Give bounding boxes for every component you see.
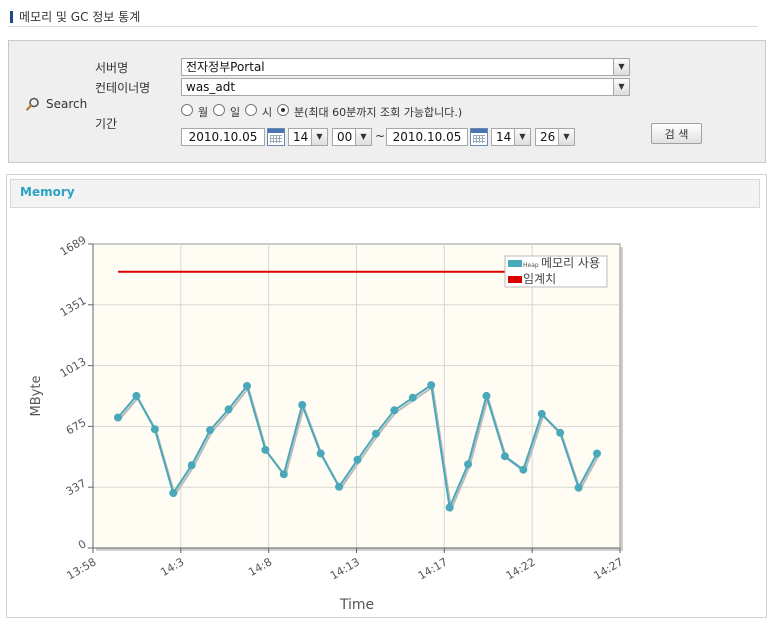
radio-month-label: 월 — [198, 106, 209, 119]
period-label: 기간 — [95, 117, 118, 131]
end-date-input[interactable]: 2010.10.05 — [386, 128, 468, 146]
end-hour-select[interactable]: 14 ▼ — [491, 128, 531, 146]
data-point — [335, 482, 344, 491]
data-point — [408, 393, 417, 402]
data-point — [242, 382, 251, 391]
server-select-value: 전자정부Portal — [186, 60, 265, 74]
start-hour-select[interactable]: 14 ▼ — [288, 128, 328, 146]
y-tick-label: 1351 — [58, 294, 89, 319]
x-tick-label: 14:8 — [246, 555, 274, 579]
radio-hour-label: 시 — [262, 106, 273, 119]
data-point — [150, 425, 159, 434]
memory-title: Memory — [20, 185, 75, 199]
data-point — [390, 406, 399, 415]
data-point — [445, 503, 454, 512]
chevron-down-icon[interactable]: ▼ — [613, 79, 629, 95]
container-label: 컨테이너명 — [95, 81, 151, 95]
page-title: 메모리 및 GC 정보 통계 — [10, 8, 140, 25]
start-min-value: 00 — [337, 130, 353, 144]
x-axis-label: Time — [339, 597, 374, 613]
x-tick-label: 13:58 — [65, 555, 99, 582]
data-point — [279, 470, 288, 479]
calendar-icon[interactable] — [267, 128, 285, 146]
search-label: Search — [26, 97, 87, 111]
y-axis-label: MByte — [29, 376, 44, 417]
memory-header — [10, 179, 760, 208]
container-select-value: was_adt — [186, 80, 236, 94]
x-tick-label: 14:3 — [158, 555, 186, 579]
search-label-text: Search — [46, 97, 88, 111]
data-point — [556, 428, 565, 437]
chevron-down-icon[interactable]: ▼ — [558, 129, 574, 145]
data-point — [224, 405, 233, 414]
x-tick-label: 14:17 — [416, 555, 450, 582]
title-bullet — [10, 10, 13, 23]
legend-threshold-name: 임계치 — [523, 272, 556, 286]
radio-month[interactable] — [181, 104, 193, 116]
data-point — [537, 409, 546, 418]
legend-swatch-heap — [508, 260, 522, 267]
data-point — [464, 460, 473, 469]
end-min-select[interactable]: 26 ▼ — [535, 128, 575, 146]
radio-minute-label: 분(최대 60분까지 조회 가능합니다.) — [294, 106, 463, 119]
data-point — [519, 465, 528, 474]
radio-day-label: 일 — [230, 106, 241, 119]
chevron-down-icon[interactable]: ▼ — [355, 129, 371, 145]
y-tick-label: 0 — [76, 537, 89, 552]
data-point — [187, 461, 196, 470]
start-hour-value: 14 — [293, 130, 309, 144]
data-point — [500, 452, 509, 461]
data-point — [353, 455, 362, 464]
radio-day[interactable] — [213, 104, 225, 116]
data-point — [114, 413, 122, 422]
start-date-input[interactable]: 2010.10.05 — [181, 128, 265, 146]
server-label: 서버명 — [95, 61, 129, 75]
legend-swatch-threshold — [508, 276, 522, 283]
x-tick-label: 14:13 — [328, 555, 362, 582]
y-tick-label: 675 — [64, 416, 89, 438]
data-point — [593, 449, 601, 458]
data-point — [132, 391, 141, 400]
data-point — [206, 426, 215, 435]
y-tick-label: 337 — [64, 477, 89, 499]
search-button[interactable]: 검 색 — [651, 123, 702, 144]
y-tick-label: 1689 — [58, 233, 89, 258]
x-tick-label: 14:27 — [592, 555, 626, 582]
title-divider — [8, 26, 758, 27]
x-tick-label: 14:22 — [504, 555, 538, 582]
data-point — [261, 445, 270, 454]
y-tick-label: 1013 — [58, 355, 89, 380]
end-hour-value: 14 — [496, 130, 512, 144]
range-separator: ~ — [375, 129, 386, 143]
data-point — [169, 489, 178, 498]
data-point — [427, 381, 436, 390]
legend-heap-name: 메모리 사용 — [541, 256, 600, 270]
data-point — [298, 400, 307, 409]
radio-hour[interactable] — [245, 104, 257, 116]
legend-heap-prefix: Heap — [523, 262, 539, 269]
page-title-text: 메모리 및 GC 정보 통계 — [19, 10, 141, 24]
chevron-down-icon[interactable]: ▼ — [613, 59, 629, 75]
chevron-down-icon[interactable]: ▼ — [514, 129, 530, 145]
chevron-down-icon[interactable]: ▼ — [311, 129, 327, 145]
end-min-value: 26 — [540, 130, 556, 144]
radio-minute[interactable] — [277, 104, 289, 116]
magnifier-icon — [26, 97, 39, 111]
data-point — [371, 429, 380, 438]
start-min-select[interactable]: 00 ▼ — [332, 128, 372, 146]
data-point — [574, 483, 583, 492]
calendar-icon[interactable] — [470, 128, 488, 146]
container-select[interactable]: was_adt ▼ — [181, 78, 630, 96]
data-point — [316, 449, 325, 458]
data-point — [482, 391, 491, 400]
server-select[interactable]: 전자정부Portal ▼ — [181, 58, 630, 76]
